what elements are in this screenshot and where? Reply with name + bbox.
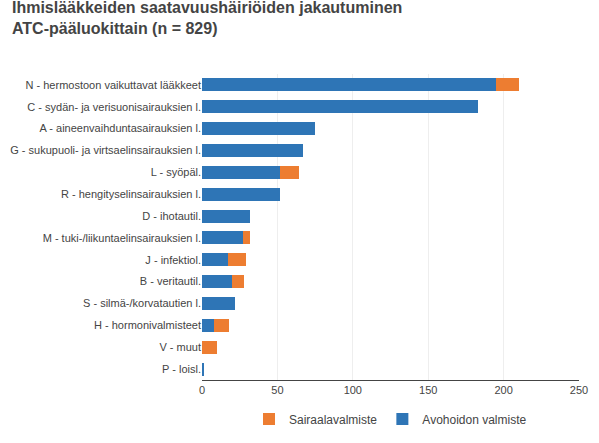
svg-text:D - ihotautil.: D - ihotautil.: [142, 210, 201, 222]
svg-text:G - sukupuoli- ja virtsaelinsa: G - sukupuoli- ja virtsaelinsairauksien …: [10, 144, 201, 156]
svg-text:N - hermostoon vaikuttavat lää: N - hermostoon vaikuttavat lääkkeet: [26, 79, 201, 91]
svg-text:H - hormonivalmisteet: H - hormonivalmisteet: [94, 319, 201, 331]
svg-text:0: 0: [199, 384, 205, 396]
svg-text:J - infektiol.: J - infektiol.: [145, 254, 201, 266]
svg-text:A - aineenvaihduntasairauksien: A - aineenvaihduntasairauksien l.: [40, 122, 201, 134]
svg-text:200: 200: [494, 384, 512, 396]
svg-text:Ihmislääkkeiden saatavuushäiri: Ihmislääkkeiden saatavuushäiriöiden jaka…: [12, 0, 402, 37]
svg-text:Sairaalavalmiste: Sairaalavalmiste: [289, 413, 377, 427]
svg-text:R - hengityselinsairauksien l.: R - hengityselinsairauksien l.: [61, 188, 201, 200]
svg-text:50: 50: [271, 384, 283, 396]
svg-text:S - silmä-/korvatautien l.: S - silmä-/korvatautien l.: [83, 297, 201, 309]
svg-text:Avohoidon valmiste: Avohoidon valmiste: [422, 413, 526, 427]
svg-text:250: 250: [570, 384, 588, 396]
svg-text:V - muut: V - muut: [159, 341, 201, 353]
svg-text:B - veritautil.: B - veritautil.: [140, 275, 201, 287]
svg-text:L - syöpäl.: L - syöpäl.: [151, 166, 201, 178]
svg-text:100: 100: [344, 384, 362, 396]
svg-text:M - tuki-/liikuntaelinsairauks: M - tuki-/liikuntaelinsairauksien l.: [43, 232, 201, 244]
svg-text:150: 150: [419, 384, 437, 396]
svg-text:C - sydän- ja verisuonisairauk: C - sydän- ja verisuonisairauksien l.: [27, 101, 201, 113]
svg-text:P - loisl.: P - loisl.: [162, 363, 201, 375]
